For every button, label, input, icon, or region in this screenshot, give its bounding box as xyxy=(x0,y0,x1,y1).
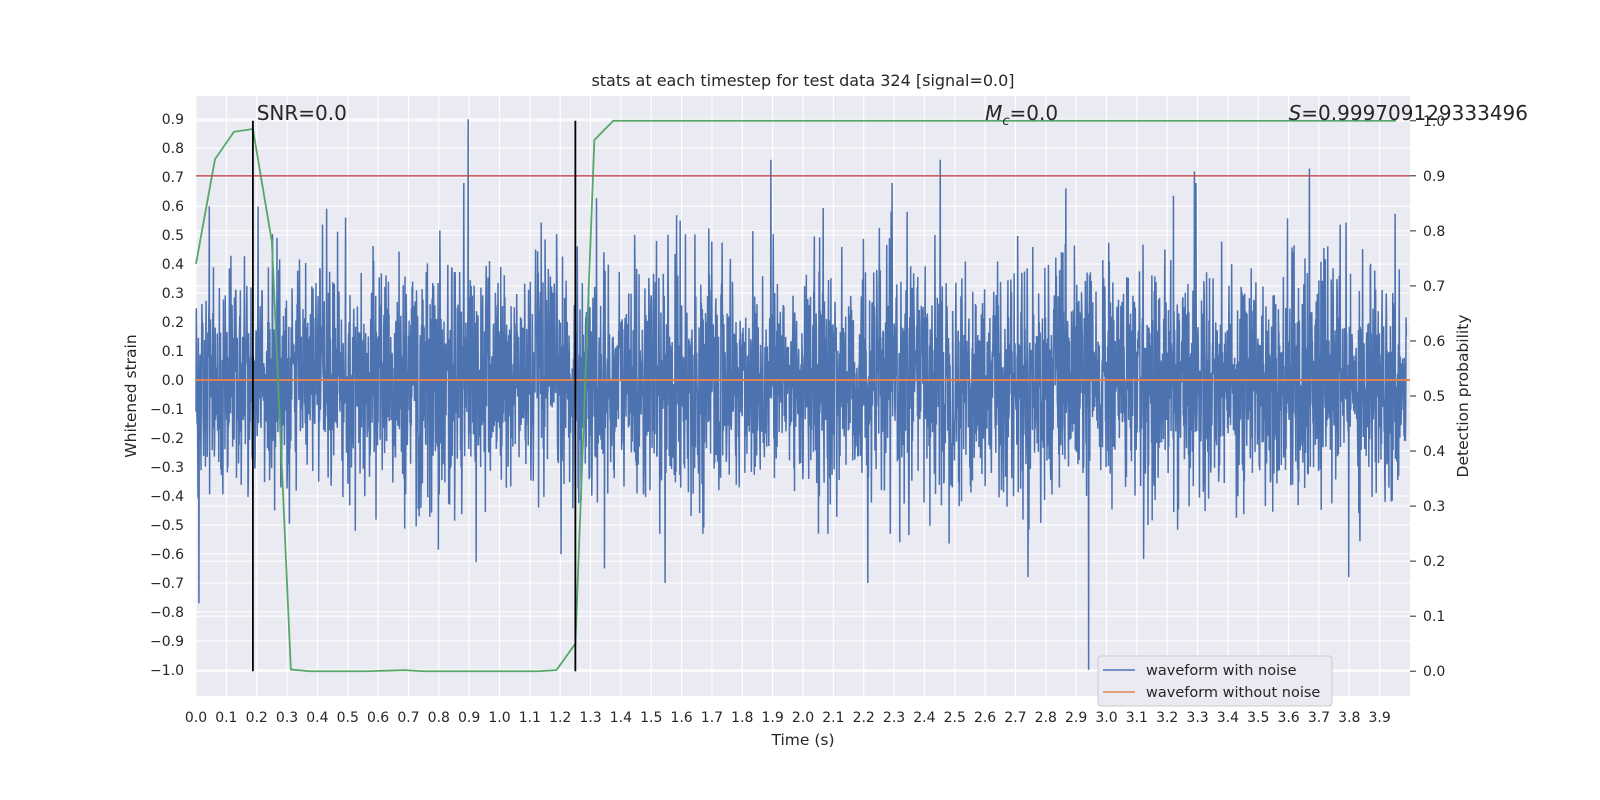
x-tick-label: 0.5 xyxy=(337,710,359,726)
x-tick-label: 2.7 xyxy=(1004,710,1026,726)
y-tick-label: 0.0 xyxy=(162,373,184,389)
y-tick-label: 0.8 xyxy=(162,141,184,157)
y-tick-label: −0.2 xyxy=(150,431,184,447)
x-axis-ticks: 0.0 0.1 0.2 0.3 0.4 0.5 0.6 0.7 0.8 0.9 1.0 1.1 1.2 1… xyxy=(185,710,1391,726)
y-tick-label: −0.7 xyxy=(150,576,184,592)
annotation-score-value: =0.999709129333496 xyxy=(1301,101,1528,125)
y2-tick-label: 0.8 xyxy=(1423,224,1445,240)
y-tick-label: −0.3 xyxy=(150,460,184,476)
y-axis-ticks: 0.9 0.8 0.7 0.6 0.5 0.4 0.3 0.2 0.1 0.0 −0.1 −0.2 −0… xyxy=(150,112,184,679)
y2-tick-label: 0.0 xyxy=(1423,664,1445,680)
x-tick-label: 1.8 xyxy=(731,710,753,726)
x-tick-label: 3.0 xyxy=(1095,710,1117,726)
x-tick-label: 1.2 xyxy=(549,710,571,726)
x-tick-label: 1.9 xyxy=(762,710,784,726)
y2-tick-label: 0.1 xyxy=(1423,609,1445,625)
y2-tick-label: 1.0 xyxy=(1423,114,1445,130)
x-tick-label: 3.4 xyxy=(1217,710,1239,726)
x-tick-label: 1.3 xyxy=(579,710,601,726)
y-tick-label: −0.5 xyxy=(150,518,184,534)
legend-box xyxy=(1097,655,1333,707)
y-tick-label: 0.4 xyxy=(162,257,184,273)
x-tick-label: 0.8 xyxy=(428,710,450,726)
y-axis-label: Whitened strain xyxy=(122,334,140,457)
annotation-chirp-mass-symbol: M xyxy=(985,101,1002,125)
y-tick-label: 0.9 xyxy=(162,112,184,128)
x-tick-label: 3.6 xyxy=(1277,710,1299,726)
line-detection-probability xyxy=(195,119,1396,673)
x-tick-label: 0.2 xyxy=(246,710,268,726)
x-tick-label: 0.3 xyxy=(276,710,298,726)
y2-tick-label: 0.9 xyxy=(1423,169,1445,185)
x-tick-label: 2.5 xyxy=(944,710,966,726)
x-tick-label: 0.6 xyxy=(367,710,389,726)
legend-label-waveform-with-noise: waveform with noise xyxy=(1146,663,1297,679)
x-tick-label: 3.2 xyxy=(1156,710,1178,726)
y2-tick-label: 0.3 xyxy=(1423,499,1445,515)
x-tick-label: 2.9 xyxy=(1065,710,1087,726)
reference-lines xyxy=(196,120,1410,672)
x-tick-label: 2.4 xyxy=(913,710,935,726)
x-tick-label: 0.7 xyxy=(397,710,419,726)
y-tick-label: 0.3 xyxy=(162,286,184,302)
x-tick-label: 1.7 xyxy=(701,710,723,726)
y-tick-label: 0.5 xyxy=(162,228,184,244)
x-tick-label: 3.3 xyxy=(1186,710,1208,726)
y2-tick-label: 0.6 xyxy=(1423,334,1445,350)
y-tick-label: −0.6 xyxy=(150,547,184,563)
x-tick-label: 3.5 xyxy=(1247,710,1269,726)
x-tick-label: 0.4 xyxy=(306,710,328,726)
y-tick-label: 0.6 xyxy=(162,199,184,215)
x-tick-label: 3.7 xyxy=(1308,710,1330,726)
y2-tick-label: 0.4 xyxy=(1423,444,1445,460)
x-tick-label: 1.0 xyxy=(488,710,510,726)
x-tick-label: 3.8 xyxy=(1338,710,1360,726)
x-tick-label: 1.1 xyxy=(519,710,541,726)
y-tick-label: −0.1 xyxy=(150,402,184,418)
y-tick-label: 0.1 xyxy=(162,344,184,360)
x-tick-label: 0.9 xyxy=(458,710,480,726)
x-tick-label: 2.1 xyxy=(822,710,844,726)
x-tick-label: 3.1 xyxy=(1126,710,1148,726)
y2-axis-ticks: 1.0 0.9 0.8 0.7 0.6 0.5 0.4 0.3 0.2 0.1 0.0 xyxy=(1410,114,1445,680)
x-tick-label: 3.9 xyxy=(1369,710,1391,726)
x-tick-label: 2.3 xyxy=(883,710,905,726)
y2-axis-label: Detection probability xyxy=(1454,315,1472,478)
series-waveform-with-noise xyxy=(195,119,1408,670)
y2-tick-label: 0.2 xyxy=(1423,554,1445,570)
annotation-score: S=0.999709129333496 xyxy=(1289,101,1528,125)
x-tick-label: 0.0 xyxy=(185,710,207,726)
annotation-chirp-mass-subscript: c xyxy=(1002,114,1009,129)
y-tick-label: 0.7 xyxy=(162,170,184,186)
y-tick-label: −1.0 xyxy=(150,663,184,679)
legend-label-waveform-without-noise: waveform without noise xyxy=(1146,685,1320,701)
x-tick-label: 1.5 xyxy=(640,710,662,726)
y2-tick-label: 0.5 xyxy=(1423,389,1445,405)
chart-title: stats at each timestep for test data 324… xyxy=(591,71,1014,90)
y-tick-label: −0.4 xyxy=(150,489,184,505)
line-waveform-with-noise xyxy=(195,119,1408,670)
y-tick-label: 0.2 xyxy=(162,315,184,331)
x-tick-label: 2.8 xyxy=(1035,710,1057,726)
series-detection-probability xyxy=(195,119,1396,673)
x-tick-label: 1.6 xyxy=(670,710,692,726)
y-tick-label: −0.9 xyxy=(150,634,184,650)
x-tick-label: 2.6 xyxy=(974,710,996,726)
legend: waveform with noise waveform without noi… xyxy=(1097,655,1333,707)
annotation-chirp-mass: Mc=0.0 xyxy=(985,101,1058,129)
y2-tick-label: 0.7 xyxy=(1423,279,1445,295)
annotation-score-symbol: S xyxy=(1289,101,1302,125)
x-tick-label: 2.0 xyxy=(792,710,814,726)
annotation-snr: SNR=0.0 xyxy=(257,101,347,125)
annotation-chirp-mass-value: =0.0 xyxy=(1010,101,1059,125)
x-tick-label: 2.2 xyxy=(853,710,875,726)
x-axis-label: Time (s) xyxy=(770,731,834,749)
x-tick-label: 0.1 xyxy=(215,710,237,726)
y-tick-label: −0.8 xyxy=(150,605,184,621)
x-tick-label: 1.4 xyxy=(610,710,632,726)
